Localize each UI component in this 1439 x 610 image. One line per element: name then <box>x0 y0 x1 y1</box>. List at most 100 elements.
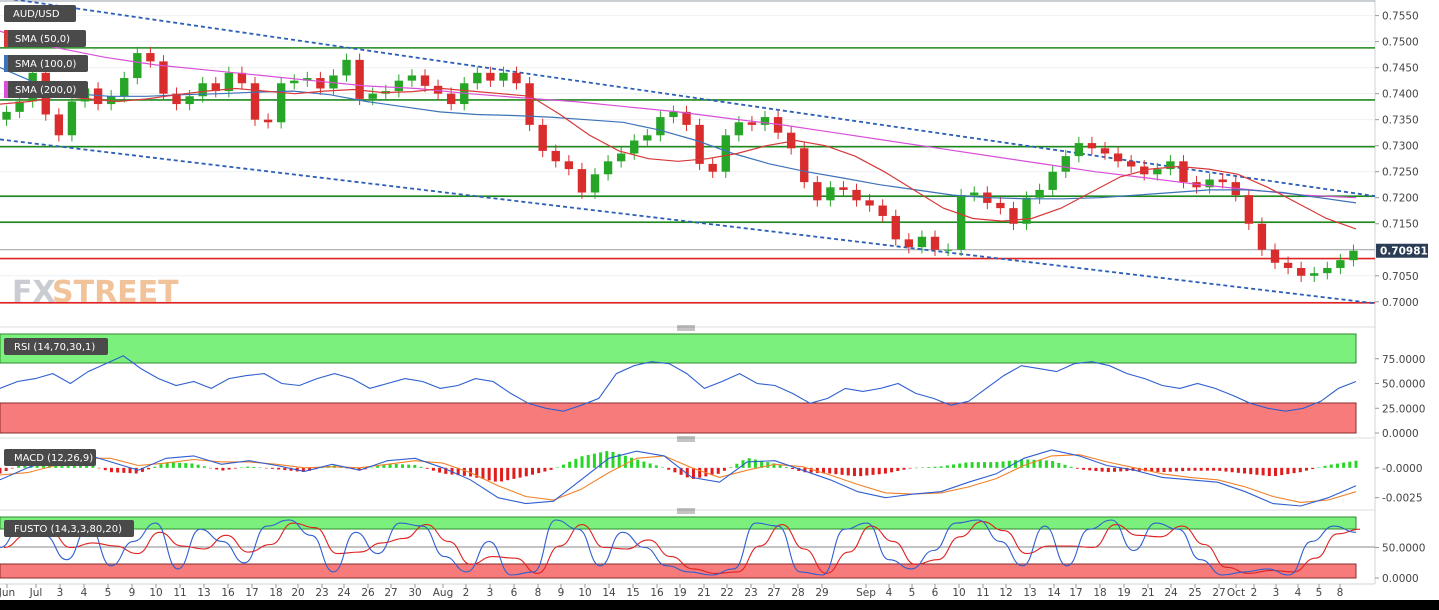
macd-histogram-bar <box>444 467 448 474</box>
macd-histogram-bar <box>1317 467 1321 468</box>
macd-histogram-bar <box>407 464 411 468</box>
candle-down <box>1113 153 1123 162</box>
candle-up <box>1022 197 1031 224</box>
macd-badge-box[interactable] <box>4 449 96 466</box>
horizontal-levels <box>0 0 1375 304</box>
rsi-label: RSI (14,70,30,1) <box>14 342 95 353</box>
macd-histogram-bar <box>308 467 312 471</box>
macd-histogram-bar <box>1286 467 1290 475</box>
macd-histogram-bar <box>91 465 95 468</box>
macd-histogram-bar <box>487 467 491 481</box>
candle-down <box>54 114 64 136</box>
macd-histogram-bar <box>431 467 435 471</box>
macd-histogram-bar <box>1125 467 1129 472</box>
fusto-badge-box[interactable] <box>4 520 134 537</box>
x-tick-label: 3 <box>1273 587 1280 599</box>
instrument-badge[interactable]: AUD/USD <box>4 5 76 22</box>
candle-down <box>878 205 887 216</box>
macd-histogram-bar <box>456 467 460 476</box>
macd-histogram-bar <box>289 467 293 471</box>
macd-histogram-bar <box>760 460 764 468</box>
x-tick-label: 5 <box>105 587 112 599</box>
x-tick-label: 10 <box>952 587 965 599</box>
sma200-badge[interactable]: SMA (200,0) <box>4 81 88 98</box>
price-tick-label: 0.7500 <box>1382 37 1419 49</box>
macd-histogram-bar <box>673 467 677 473</box>
macd-histogram-bar <box>896 467 900 472</box>
candle-down <box>904 239 914 248</box>
macd-histogram-bar <box>345 467 349 469</box>
macd-tick-label: -0.0025 <box>1382 493 1423 505</box>
macd-histogram-bar <box>543 467 547 472</box>
x-tick-label: 26 <box>361 587 375 599</box>
macd-histogram-bar <box>1255 467 1259 475</box>
rsi-overbought-zone <box>0 333 1357 364</box>
sma200-badge-box[interactable] <box>4 81 88 98</box>
macd-histogram-bar <box>481 467 485 480</box>
macd-histogram-bar <box>568 461 572 468</box>
macd-histogram-bar <box>989 462 993 468</box>
price-tick-label: 0.7200 <box>1382 193 1419 205</box>
sma50-badge-box[interactable] <box>4 30 86 47</box>
macd-histogram-bar <box>630 457 634 468</box>
sma50-badge[interactable]: SMA (50,0) <box>4 30 86 47</box>
macd-histogram-bar <box>438 467 442 473</box>
macd-histogram-bar <box>1348 461 1352 468</box>
macd-histogram-bar <box>233 467 237 469</box>
rsi-badge-box[interactable] <box>4 338 108 355</box>
candle-down <box>525 83 534 125</box>
x-tick-label: 27 <box>767 587 780 599</box>
x-tick-label: 19 <box>673 587 686 599</box>
sma50-line <box>0 87 1357 230</box>
macd-histogram-bar <box>419 466 423 468</box>
candle-down <box>551 150 560 162</box>
x-tick-label: 4 <box>81 587 88 599</box>
macd-histogram-bar <box>537 467 541 474</box>
x-tick-label: Aug <box>433 587 454 599</box>
fxstreet-watermark: FX STREET <box>12 275 179 310</box>
macd-histogram-bar <box>394 464 398 468</box>
instrument-badge-box[interactable] <box>4 5 76 22</box>
candle-down <box>146 53 155 62</box>
macd-histogram-bar <box>524 467 528 477</box>
x-tick-label: 11 <box>173 587 186 599</box>
macd-histogram-bar <box>642 461 646 468</box>
macd-histogram-bar <box>1193 467 1197 471</box>
pane-resize-handle-1[interactable] <box>0 325 1375 331</box>
macd-histogram-bar <box>890 467 894 473</box>
macd-histogram-bar <box>109 467 113 473</box>
macd-histogram-bar <box>221 467 225 471</box>
macd-histogram-bar <box>153 466 157 468</box>
macd-histogram-bar <box>116 467 120 473</box>
candle-down <box>747 122 757 125</box>
x-tick-label: 24 <box>337 587 351 599</box>
macd-histogram-bar <box>1150 467 1154 472</box>
macd-histogram-bar <box>1075 467 1079 469</box>
rsi-line <box>0 355 1357 412</box>
candle-down <box>263 119 273 123</box>
macd-histogram-bar <box>1243 467 1247 474</box>
candle-up <box>1349 250 1358 261</box>
macd-histogram-bar <box>1131 467 1135 471</box>
sma100-badge[interactable]: SMA (100,0) <box>4 55 88 72</box>
macd-histogram-bar <box>252 466 256 468</box>
macd-histogram-bar <box>1174 467 1178 472</box>
candle-up <box>224 72 234 92</box>
sma100-badge-box[interactable] <box>4 55 88 72</box>
instrument-label: AUD/USD <box>13 9 60 20</box>
candle-up <box>1310 273 1319 276</box>
candle-down <box>1100 148 1110 154</box>
trendline <box>11 0 1376 198</box>
macd-histogram-bar <box>147 467 151 470</box>
macd-histogram-bar <box>735 463 739 468</box>
macd-histogram-bar <box>1143 467 1147 472</box>
macd-histogram-bar <box>1249 467 1253 475</box>
candle-down <box>446 93 456 105</box>
pane-resize-handle-3[interactable] <box>0 508 1375 514</box>
macd-histogram-bar <box>1212 467 1216 471</box>
sma200-line <box>0 30 1357 199</box>
macd-histogram-bar <box>493 467 497 482</box>
candle-down <box>93 88 103 105</box>
pane-resize-handle-2[interactable] <box>0 436 1375 442</box>
candle-down <box>433 85 443 94</box>
